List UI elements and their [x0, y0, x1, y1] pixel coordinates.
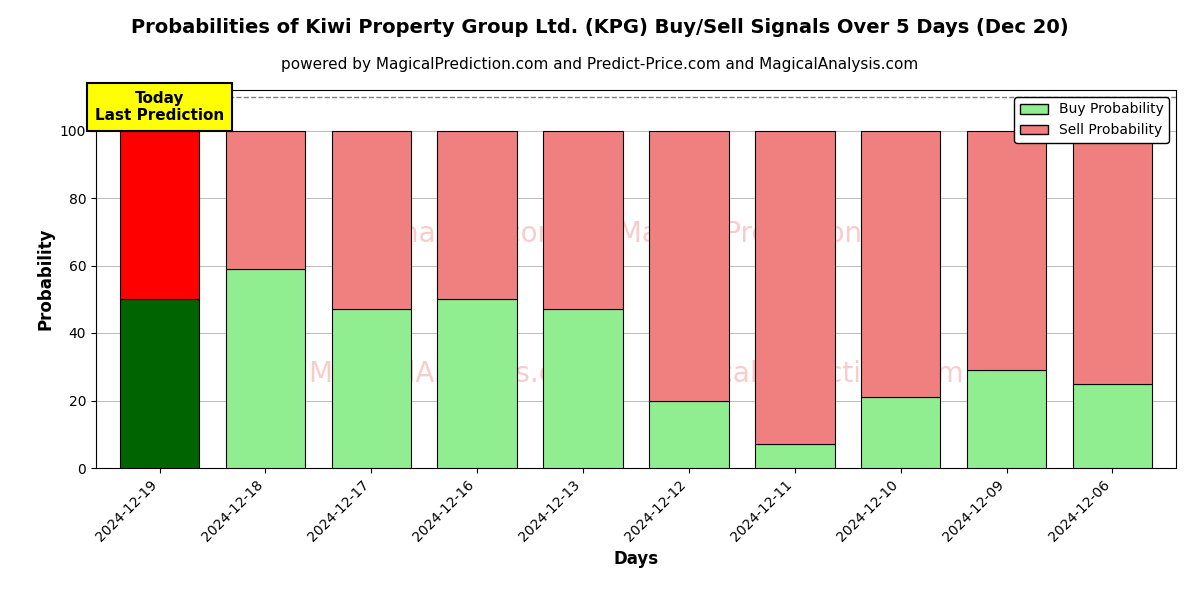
Text: powered by MagicalPrediction.com and Predict-Price.com and MagicalAnalysis.com: powered by MagicalPrediction.com and Pre…	[281, 57, 919, 72]
Bar	[649, 401, 728, 468]
Bar	[1073, 130, 1152, 383]
Bar	[438, 130, 517, 299]
Bar	[967, 130, 1046, 370]
Bar	[226, 130, 305, 269]
Y-axis label: Probability: Probability	[36, 228, 54, 330]
Bar	[1073, 383, 1152, 468]
Bar	[544, 310, 623, 468]
Bar	[438, 299, 517, 468]
Bar	[544, 130, 623, 310]
Text: MagicalAnalysis.com      MagicalPrediction.com: MagicalAnalysis.com MagicalPrediction.co…	[308, 359, 964, 388]
Bar	[226, 269, 305, 468]
Bar	[755, 130, 834, 445]
Bar	[331, 310, 412, 468]
Bar	[967, 370, 1046, 468]
Bar	[649, 130, 728, 401]
Bar	[120, 299, 199, 468]
Bar	[862, 130, 941, 397]
Bar	[120, 130, 199, 299]
Bar	[862, 397, 941, 468]
Text: Probabilities of Kiwi Property Group Ltd. (KPG) Buy/Sell Signals Over 5 Days (De: Probabilities of Kiwi Property Group Ltd…	[131, 18, 1069, 37]
X-axis label: Days: Days	[613, 550, 659, 568]
Text: Today
Last Prediction: Today Last Prediction	[95, 91, 224, 123]
Bar	[755, 445, 834, 468]
Text: calAnalysis.com      MagicalPrediction.com: calAnalysis.com MagicalPrediction.com	[342, 220, 930, 248]
Bar	[331, 130, 412, 310]
Legend: Buy Probability, Sell Probability: Buy Probability, Sell Probability	[1014, 97, 1169, 143]
